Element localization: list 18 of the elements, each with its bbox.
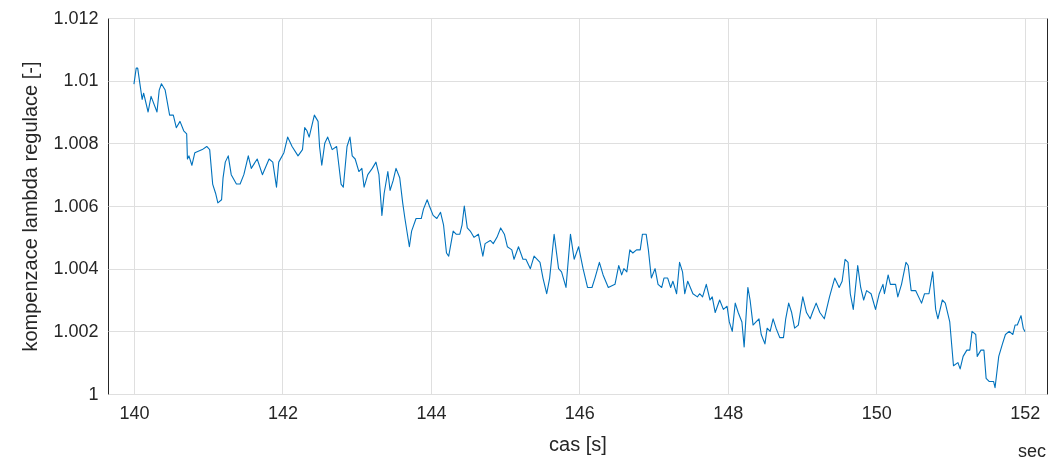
- x-tick-label: 142: [267, 402, 298, 423]
- y-tick-label: 1.01: [63, 70, 99, 91]
- y-tick-label: 1.004: [53, 258, 99, 279]
- line-series: [133, 67, 1026, 389]
- x-tick-label: 152: [1010, 402, 1041, 423]
- x-tick-label: 150: [861, 402, 892, 423]
- y-axis-title: kompenzace lambda regulace [-]: [19, 61, 42, 352]
- x-tick-label: 140: [119, 402, 150, 423]
- x-tick-label: 146: [564, 402, 595, 423]
- y-tick-label: 1.012: [53, 7, 99, 28]
- text: sec: [1017, 441, 1046, 461]
- x-tick-label: 144: [416, 402, 447, 423]
- x-axis-title: cas [s]: [549, 432, 607, 455]
- y-tick-label: 1.002: [53, 320, 99, 341]
- y-tick-label: 1.008: [53, 132, 99, 153]
- y-tick-label: 1: [88, 383, 99, 404]
- y-tick-label: 1.006: [53, 195, 99, 216]
- x-tick-label: 148: [713, 402, 744, 423]
